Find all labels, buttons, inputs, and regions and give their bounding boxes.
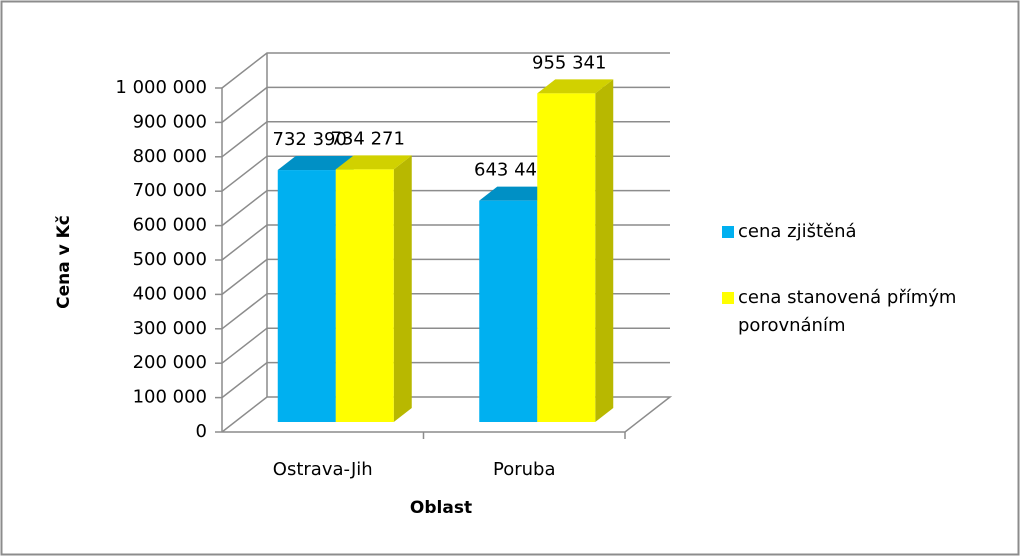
y-tick-label: 200 000 <box>133 352 207 373</box>
y-tick-label: 400 000 <box>133 283 207 304</box>
y-tick-label: 500 000 <box>133 249 207 270</box>
data-label: 643 440 <box>474 160 548 181</box>
bar <box>537 79 614 422</box>
y-tick-label: 600 000 <box>133 215 207 236</box>
x-tick-label: Ostrava-Jih <box>273 459 373 480</box>
data-label: 955 341 <box>532 52 606 73</box>
grid-line <box>221 121 670 158</box>
bar-front <box>479 200 538 422</box>
y-tick-label: 800 000 <box>133 146 207 167</box>
legend-item: cena stanovená přímým porovnáním <box>722 284 1012 340</box>
legend-label: cena stanovená přímým porovnáním <box>738 287 957 336</box>
bar-top <box>479 186 556 201</box>
grid-line <box>221 86 670 123</box>
y-tick-label: 700 000 <box>133 180 207 201</box>
bar-top <box>277 156 354 171</box>
bar-front <box>277 170 336 422</box>
legend-item: cena zjištěná <box>722 218 1012 246</box>
legend-swatch <box>722 226 734 238</box>
y-axis-title: Cena v Kč <box>54 215 74 309</box>
data-label: 734 271 <box>331 128 405 149</box>
bar-side <box>393 155 412 423</box>
legend-label: cena zjištěná <box>738 221 857 242</box>
x-tick-label: Poruba <box>493 459 556 480</box>
y-tick-label: 0 <box>196 421 207 442</box>
bar-front <box>335 169 394 422</box>
x-axis-title: Oblast <box>410 498 472 518</box>
grid-line <box>221 155 670 192</box>
y-tick-label: 900 000 <box>133 111 207 132</box>
bar-top <box>537 79 614 94</box>
legend: cena zjištěná cena stanovená přímým porov… <box>722 218 1012 378</box>
data-label: 732 390 <box>273 129 347 150</box>
bar-top <box>335 155 412 170</box>
bar-front <box>537 93 596 422</box>
legend-swatch <box>722 292 734 304</box>
grid-line <box>221 396 673 433</box>
bar <box>335 155 412 423</box>
y-tick-label: 100 000 <box>133 387 207 408</box>
y-tick-label: 300 000 <box>133 318 207 339</box>
grid-line <box>221 52 670 89</box>
bar-side <box>595 79 614 422</box>
y-tick-label: 1 000 000 <box>115 77 207 98</box>
